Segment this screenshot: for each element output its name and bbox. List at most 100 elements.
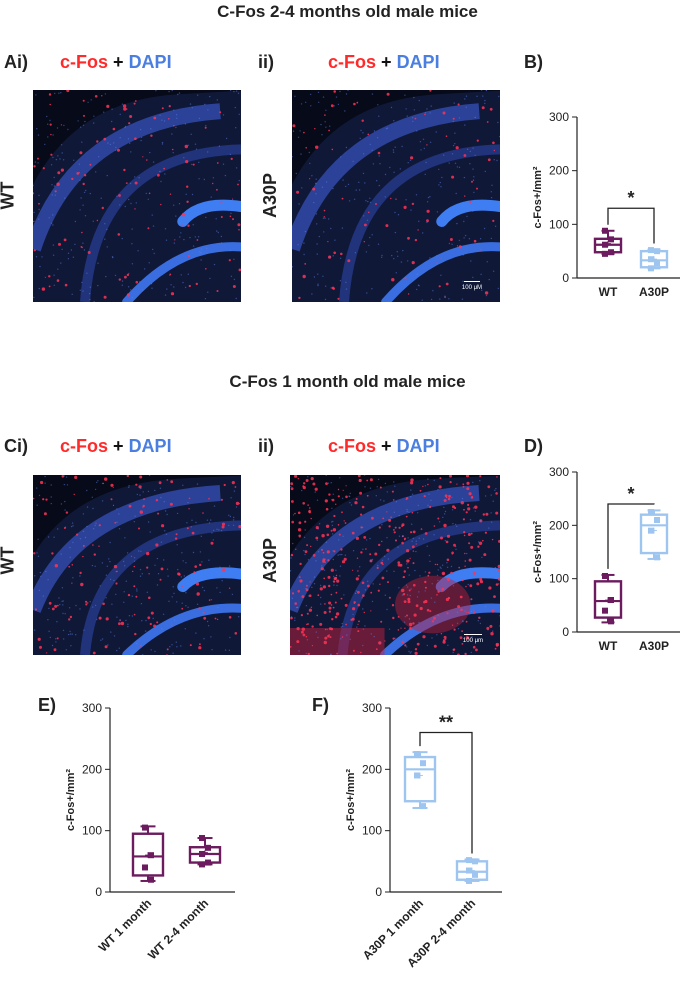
significance-bracket	[607, 207, 655, 244]
dentate-gyrus	[177, 199, 241, 227]
data-point	[142, 864, 148, 871]
micrograph-image	[290, 475, 500, 655]
data-point	[199, 850, 205, 857]
y-tick-label: 100	[82, 824, 102, 838]
micrograph-image	[33, 90, 241, 302]
panel-label-b: B)	[524, 52, 543, 72]
data-point	[648, 256, 654, 263]
box-0: +	[593, 227, 623, 257]
y-axis-label: c-Fos+/mm²	[532, 521, 544, 583]
panel-label-e: E)	[38, 695, 56, 715]
dapi-label: DAPI	[396, 52, 440, 72]
x-tick-label: WT	[599, 285, 618, 299]
panel-label-aii: ii)	[258, 52, 274, 72]
y-axis-label: c-Fos+/mm²	[65, 769, 77, 831]
data-point	[148, 876, 154, 883]
plus-label: +	[381, 436, 392, 456]
scale-label-a: 100 μM	[461, 285, 483, 291]
side-label-c-wt: WT	[0, 546, 18, 575]
plus-label: +	[113, 52, 124, 72]
box-1: +	[455, 857, 489, 884]
y-tick-label: 300	[549, 465, 569, 479]
y-tick-label: 300	[362, 701, 382, 715]
red-glow	[395, 575, 471, 634]
significance-bracket	[607, 503, 655, 569]
x-tick-label: A30P	[639, 285, 669, 299]
micrograph-c-wt	[33, 475, 241, 655]
box-plot-b: 0 100 200 300 c-Fos+/mm² + WT + A30P *	[532, 110, 680, 299]
stain-label-ci: c-Fos + DAPI	[60, 436, 172, 457]
box-plot-d: 0 100 200 300 c-Fos+/mm² + WT + A30P *	[532, 465, 680, 653]
panel-label-ai: Ai)	[4, 52, 28, 72]
box-1: +	[639, 509, 669, 561]
dapi-puncta	[33, 90, 240, 302]
ca-cell-layer	[290, 485, 480, 613]
significance-label: *	[627, 484, 634, 504]
data-point	[602, 573, 608, 579]
data-point	[414, 772, 420, 779]
data-point	[608, 618, 614, 625]
data-point	[420, 803, 426, 810]
data-point	[648, 247, 654, 254]
data-point	[608, 249, 614, 256]
data-point	[466, 867, 472, 874]
side-label-a-a30p: A30P	[260, 172, 281, 219]
dapi-label: DAPI	[396, 436, 440, 456]
ventricle-edge	[380, 603, 500, 655]
y-tick-label: 300	[82, 701, 102, 715]
data-point	[648, 509, 654, 515]
y-axis-label: c-Fos+/mm²	[345, 769, 357, 831]
inner-cell-layer	[337, 520, 500, 655]
stain-label-ai: c-Fos + DAPI	[60, 52, 172, 73]
plus-label: +	[381, 52, 392, 72]
data-point	[602, 250, 608, 257]
plus-label: +	[113, 436, 124, 456]
panel-label-ci: Ci)	[4, 436, 28, 456]
dark-region	[33, 90, 241, 185]
cfos-puncta	[290, 475, 500, 655]
cfos-label: c-Fos	[60, 52, 109, 72]
y-tick-label: 100	[549, 217, 569, 231]
ventricle-edge	[381, 242, 500, 302]
dentate-gyrus	[435, 567, 500, 593]
data-point	[602, 607, 608, 614]
side-label-a-wt: WT	[0, 181, 18, 210]
data-point	[199, 835, 205, 842]
dapi-puncta	[290, 475, 500, 655]
dentate-gyrus	[436, 199, 500, 227]
y-tick-label: 100	[549, 572, 569, 586]
panel-label-f: F)	[312, 695, 329, 715]
data-point	[602, 241, 608, 248]
significance-bracket	[419, 731, 473, 854]
chart-e: 0 100 200 300 c-Fos+/mm² + WT 1 month + WT 2-4 m…	[35, 690, 255, 990]
title-top: C-Fos 2-4 months old male mice	[217, 2, 478, 21]
y-tick-label: 100	[362, 824, 382, 838]
y-tick-label: 200	[82, 762, 102, 776]
y-tick-label: 0	[562, 625, 569, 639]
inner-cell-layer	[339, 144, 500, 302]
ca-cell-layer	[292, 103, 480, 252]
data-point	[648, 265, 654, 272]
data-point	[148, 852, 154, 859]
y-tick-label: 200	[549, 164, 569, 178]
dapi-puncta	[33, 475, 240, 655]
box-0: +	[131, 824, 165, 883]
x-tick-label: WT	[599, 639, 618, 653]
cfos-label: c-Fos	[60, 436, 109, 456]
data-point	[654, 248, 660, 255]
data-point	[654, 259, 660, 266]
data-point	[142, 824, 148, 831]
chart-d: 0 100 200 300 c-Fos+/mm² + WT + A30P *	[525, 455, 695, 680]
ca-cell-layer	[33, 485, 221, 613]
y-tick-label: 0	[562, 271, 569, 285]
scale-label-c: 100 μm	[462, 638, 484, 644]
title-middle: C-Fos 1 month old male mice	[229, 372, 466, 391]
data-point	[608, 597, 614, 603]
y-axis-label: c-Fos+/mm²	[532, 166, 544, 228]
box-1: +	[188, 835, 222, 868]
x-tick-label: A30P	[639, 639, 669, 653]
data-point	[602, 227, 608, 234]
red-glow	[290, 628, 385, 655]
micrograph-c-a30p: 100 μm	[290, 475, 500, 655]
